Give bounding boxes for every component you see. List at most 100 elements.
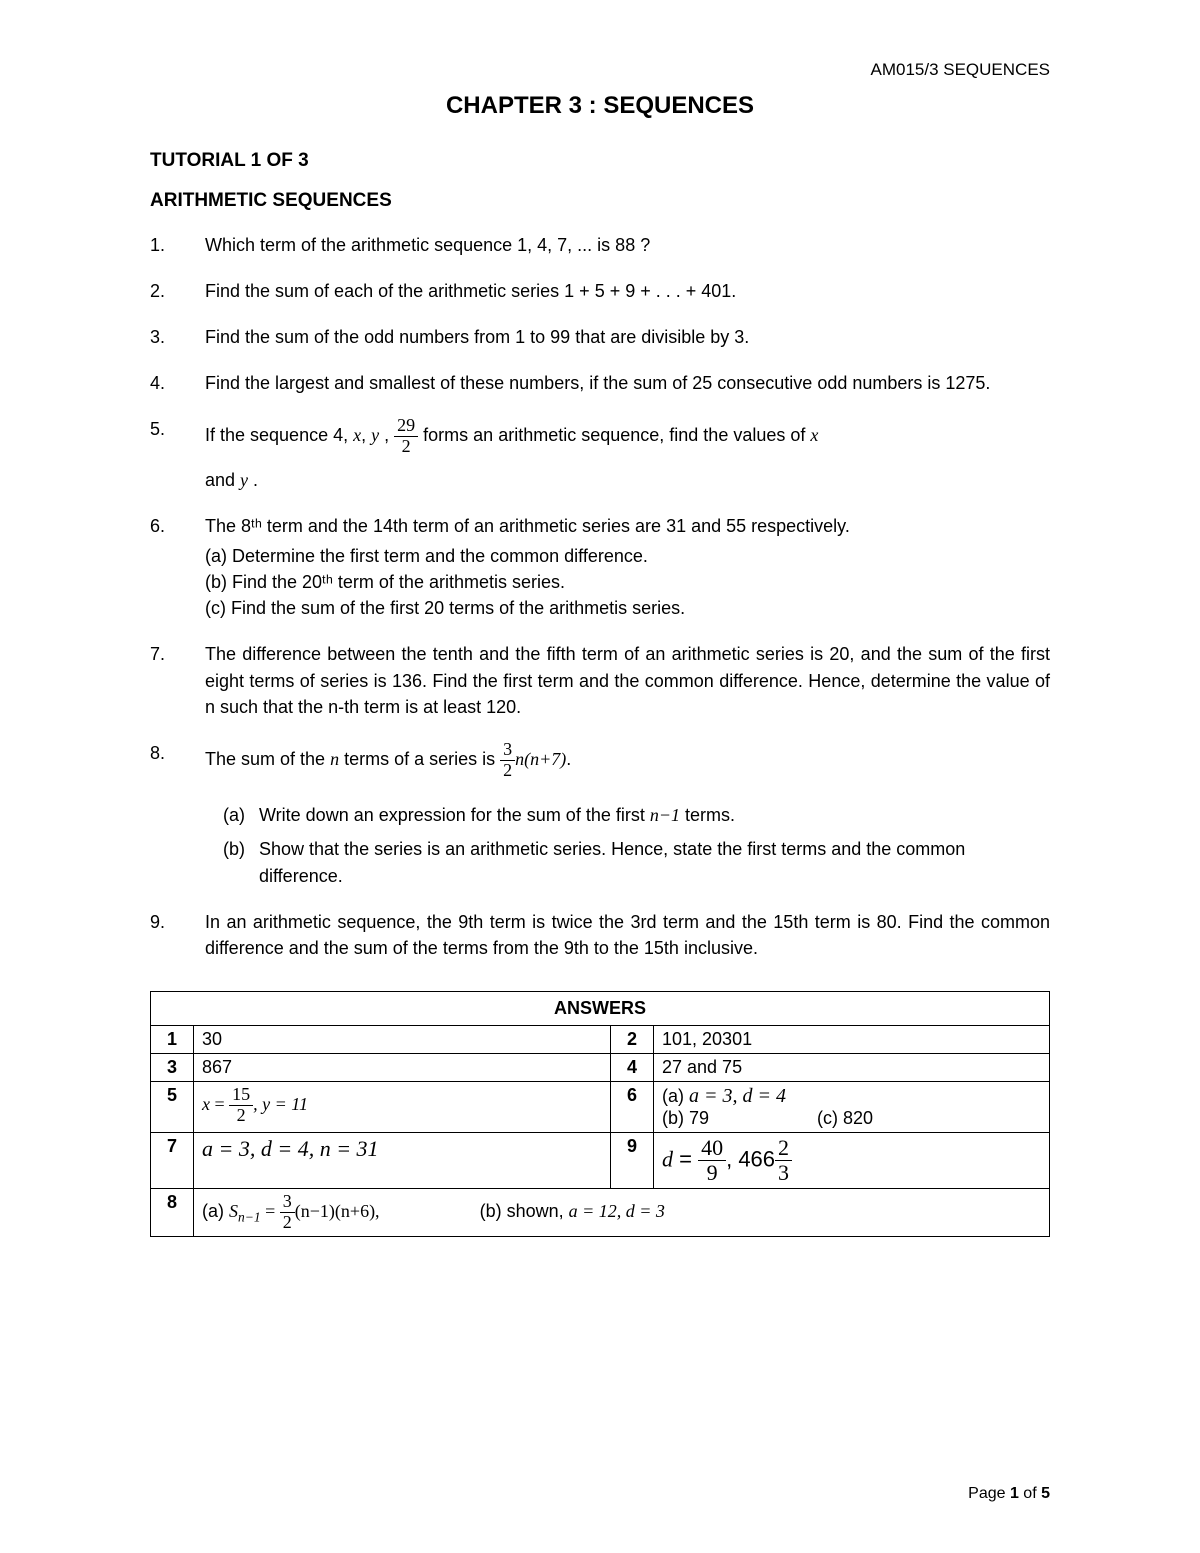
chapter-title: CHAPTER 3 : SEQUENCES [150,92,1050,120]
text-intro: The 8ᵗʰ term and the 14th term of an ari… [205,516,850,536]
fraction-numerator: 40 [698,1136,726,1161]
question-text: The difference between the tenth and the… [205,641,1050,719]
answer-value: d = 409, 46623 [654,1132,1050,1188]
answer-value: (a) a = 3, d = 4 (b) 79 (c) 820 [654,1081,1050,1132]
footer-page-num: 1 [1010,1485,1019,1502]
table-row: 1 30 2 101, 20301 [151,1025,1050,1053]
fraction-denominator: 2 [280,1213,295,1233]
text-part: If the sequence 4, [205,425,348,445]
text-part: terms. [680,805,735,825]
question-number: 2. [150,278,205,304]
question-text: The 8ᵗʰ term and the 14th term of an ari… [205,513,1050,621]
math-subscript: n−1 [238,1210,261,1225]
answer-number: 7 [151,1132,194,1188]
tutorial-title: TUTORIAL 1 OF 3 [150,150,1050,172]
answers-header: ANSWERS [151,991,1050,1025]
math-variable-x: x [353,425,361,445]
text-part: . [248,470,258,490]
answer-number: 2 [611,1025,654,1053]
fraction-numerator: 29 [394,416,418,437]
math-expression: (n−1)(n+6), [295,1201,380,1221]
document-page: AM015/3 SEQUENCES CHAPTER 3 : SEQUENCES … [0,0,1200,1553]
question-1: 1. Which term of the arithmetic sequence… [150,232,1050,258]
text-part: terms of a series is [344,749,500,769]
answer-number: 4 [611,1053,654,1081]
fraction-numerator: 3 [500,740,515,761]
table-row: 5 x = 152, y = 11 6 (a) a = 3, d = 4 (b)… [151,1081,1050,1132]
table-row: 7 a = 3, d = 4, n = 31 9 d = 409, 46623 [151,1132,1050,1188]
question-number: 5. [150,416,205,493]
math-text: a = 3, d = 4 [689,1085,786,1107]
math-text: = [261,1201,280,1221]
answer-value: 30 [194,1025,611,1053]
fraction: 29 2 [394,416,418,457]
fraction: 152 [229,1085,253,1126]
sub-text: Write down an expression for the sum of … [259,802,735,828]
text-part: forms an arithmetic sequence, find the v… [423,425,810,445]
fraction-denominator: 2 [229,1106,253,1126]
fraction-numerator: 3 [280,1192,295,1213]
question-text: The sum of the n terms of a series is 3 … [205,740,1050,889]
text-part: Write down an expression for the sum of … [259,805,650,825]
question-5: 5. If the sequence 4, x, y , 29 2 forms … [150,416,1050,493]
table-row: 3 867 4 27 and 75 [151,1053,1050,1081]
sub-part-c: (c) Find the sum of the first 20 terms o… [205,595,1050,621]
footer-total: 5 [1041,1485,1050,1502]
math-variable-x: x [810,425,818,445]
question-number: 3. [150,324,205,350]
answer-number: 1 [151,1025,194,1053]
answer-number: 8 [151,1189,194,1237]
text-part: (a) [202,1201,229,1221]
sub-text: Show that the series is an arithmetic se… [259,836,1050,888]
answer-value: x = 152, y = 11 [194,1081,611,1132]
answer-number: 9 [611,1132,654,1188]
fraction-denominator: 9 [698,1161,726,1185]
question-number: 8. [150,740,205,889]
text-part: The sum of the [205,749,330,769]
question-number: 1. [150,232,205,258]
section-subtitle: ARITHMETIC SEQUENCES [150,190,1050,212]
text-part: and [205,470,240,490]
math-variable-s: S [229,1201,238,1221]
question-4: 4. Find the largest and smallest of thes… [150,370,1050,396]
question-9: 9. In an arithmetic sequence, the 9th te… [150,909,1050,961]
answers-table: ANSWERS 1 30 2 101, 20301 3 867 4 27 and… [150,991,1050,1237]
question-8: 8. The sum of the n terms of a series is… [150,740,1050,889]
question-2: 2. Find the sum of each of the arithmeti… [150,278,1050,304]
question-text: Which term of the arithmetic sequence 1,… [205,232,1050,258]
question-number: 4. [150,370,205,396]
question-text: If the sequence 4, x, y , 29 2 forms an … [205,416,1050,493]
math-text: , y = 11 [253,1094,308,1114]
math-text: a = 12, d = 3 [569,1201,665,1221]
math-expression: n(n+7) [515,749,566,769]
math-variable-y: y [371,425,379,445]
math-variable-n: n [330,749,339,769]
question-text: Find the sum of the odd numbers from 1 t… [205,324,1050,350]
text-part: (a) [662,1086,689,1106]
math-text: a = 3, d = 4, n = 31 [202,1136,379,1161]
math-expression: n−1 [650,805,680,825]
question-6: 6. The 8ᵗʰ term and the 14th term of an … [150,513,1050,621]
sub-part-b: (b) Show that the series is an arithmeti… [223,836,1050,888]
sub-label: (a) [223,802,259,828]
text-part: 466 [738,1146,775,1171]
fraction-numerator: 2 [775,1136,792,1161]
fraction-denominator: 2 [500,761,515,781]
text-part: (b) shown, [480,1201,569,1221]
text-part: (b) 79 [662,1108,812,1129]
question-text: Find the largest and smallest of these n… [205,370,1050,396]
answer-number: 5 [151,1081,194,1132]
question-text: In an arithmetic sequence, the 9th term … [205,909,1050,961]
sub-part-a: (a) Determine the first term and the com… [205,543,1050,569]
answer-value: a = 3, d = 4, n = 31 [194,1132,611,1188]
math-variable-y: y [240,470,248,490]
text-part: , [361,425,371,445]
question-text: Find the sum of each of the arithmetic s… [205,278,1050,304]
math-variable-x: x [202,1094,210,1114]
sub-label: (b) [223,836,259,888]
text-part: , [379,425,394,445]
page-footer: Page 1 of 5 [968,1485,1050,1503]
answer-number: 6 [611,1081,654,1132]
text-part: , [726,1146,738,1171]
fraction: 3 2 [500,740,515,781]
